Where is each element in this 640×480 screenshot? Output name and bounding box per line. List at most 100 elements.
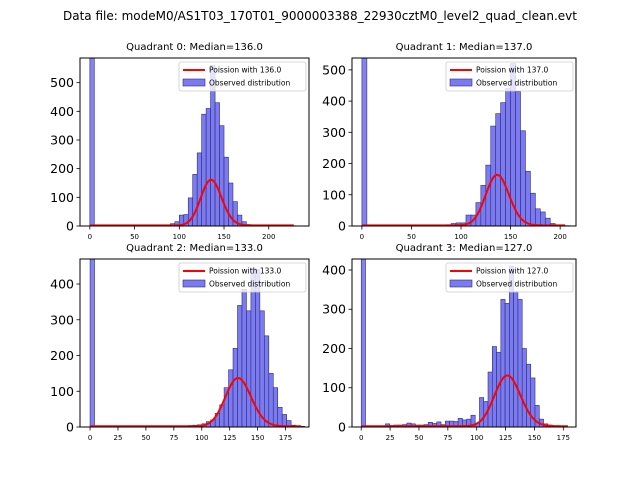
plot-area — [360, 259, 568, 427]
histogram-bar — [223, 156, 229, 226]
histogram-bar — [500, 102, 506, 226]
histogram-bar — [504, 303, 510, 427]
x-tick-label: 75 — [169, 434, 178, 442]
histogram-bar — [232, 348, 238, 427]
histogram-bar — [513, 291, 519, 427]
legend-label-poisson: Poission with 136.0 — [209, 66, 282, 75]
legend-bar-swatch — [449, 279, 473, 288]
histogram-bar — [525, 171, 531, 226]
histogram-bar — [277, 407, 283, 427]
histogram-bar — [241, 289, 247, 427]
histogram-bar-zero — [361, 58, 368, 226]
histogram-bar — [521, 348, 527, 427]
histogram-bar — [192, 174, 198, 226]
histogram-bar-zero — [360, 259, 366, 427]
axes-frame — [351, 258, 577, 428]
histogram-bar — [196, 152, 202, 226]
y-tick-label: 400 — [50, 104, 74, 119]
x-tick-label: 150 — [251, 434, 264, 442]
histogram-bar-zero — [89, 58, 95, 226]
histogram-bar — [495, 113, 501, 226]
histogram-bar — [526, 363, 532, 427]
histogram-bar — [268, 373, 274, 427]
histogram-bar — [219, 125, 225, 226]
axes-frame — [79, 57, 310, 227]
legend-label-observed: Observed distribution — [209, 79, 290, 88]
x-tick-label: 0 — [359, 434, 363, 442]
histogram-bar — [214, 102, 220, 226]
x-tick-label: 175 — [557, 434, 570, 442]
axes-frame — [79, 258, 310, 428]
histogram-bar — [540, 211, 546, 226]
x-tick-label: 75 — [443, 434, 452, 442]
y-tick-label: 300 — [322, 302, 346, 317]
y-tick-label: 100 — [50, 384, 74, 399]
y-tick-label: 0 — [66, 420, 74, 435]
x-tick-label: 125 — [499, 434, 512, 442]
legend-label-observed: Observed distribution — [476, 79, 557, 88]
x-tick-label: 150 — [504, 233, 517, 241]
y-tick-label: 400 — [322, 94, 346, 109]
histogram-bar-zero — [89, 259, 95, 427]
legend: Poission with 136.0 Observed distribution — [178, 61, 307, 92]
axes-frame — [351, 57, 577, 227]
x-tick-label: 125 — [223, 434, 236, 442]
histogram-bar — [246, 310, 252, 427]
poisson-curve — [89, 178, 294, 226]
histogram-bar — [237, 305, 243, 427]
legend-bar-swatch — [182, 279, 206, 288]
x-tick-label: 175 — [279, 434, 292, 442]
subplot-quadrant-1: Quadrant 1: Median=137.00100200300400500… — [322, 42, 577, 241]
histogram-bar — [517, 299, 523, 427]
x-tick-label: 100 — [454, 233, 467, 241]
y-tick-label: 0 — [338, 420, 346, 435]
legend-label-observed: Observed distribution — [209, 280, 290, 289]
subplot-title: Quadrant 0: Median=136.0 — [126, 42, 263, 53]
histogram-bar — [500, 299, 506, 427]
y-tick-label: 100 — [322, 187, 346, 202]
legend-label-observed: Observed distribution — [476, 280, 557, 289]
x-tick-label: 100 — [173, 233, 186, 241]
poisson-curve — [361, 374, 568, 427]
y-tick-label: 200 — [322, 341, 346, 356]
histogram-bar — [201, 113, 207, 226]
y-tick-label: 100 — [322, 380, 346, 395]
legend: Poission with 127.0 Observed distribution — [445, 262, 574, 293]
poisson-curve — [361, 173, 566, 226]
y-tick-label: 0 — [66, 219, 74, 234]
x-tick-label: 200 — [553, 233, 566, 241]
legend-label-poisson: Poission with 127.0 — [476, 267, 549, 276]
x-tick-label: 200 — [262, 233, 275, 241]
y-tick-label: 100 — [50, 190, 74, 205]
x-tick-label: 100 — [195, 434, 208, 442]
histogram-bar — [470, 414, 476, 427]
y-tick-label: 400 — [50, 277, 74, 292]
plot-area — [89, 259, 305, 427]
x-tick-label: 0 — [360, 233, 364, 241]
x-tick-label: 0 — [88, 434, 92, 442]
histogram-bar — [535, 208, 541, 226]
histogram-bar — [544, 217, 551, 226]
subplot-title: Quadrant 2: Median=133.0 — [126, 243, 263, 254]
y-tick-label: 300 — [50, 132, 74, 147]
y-tick-label: 300 — [50, 312, 74, 327]
x-tick-label: 25 — [386, 434, 395, 442]
legend-label-poisson: Poission with 137.0 — [476, 66, 549, 75]
y-tick-label: 500 — [322, 62, 346, 77]
subplot-quadrant-2: Quadrant 2: Median=133.0 0 100 200 300 400 0 25… — [50, 243, 310, 442]
histogram-bar — [228, 369, 234, 427]
histogram-bar — [534, 405, 540, 427]
y-tick-label: 500 — [50, 75, 74, 90]
x-tick-label: 100 — [470, 434, 483, 442]
y-tick-label: 200 — [50, 348, 74, 363]
x-tick-label: 150 — [528, 434, 541, 442]
legend: Poission with 133.0 Observed distribution — [178, 262, 307, 293]
histogram-bar — [530, 192, 536, 226]
histogram-bar — [487, 371, 493, 427]
subplot-quadrant-3: Quadrant 3: Median=127.0 0 100 200 300 400 0 25… — [322, 243, 577, 442]
histogram-bar — [485, 164, 492, 226]
y-tick-label: 200 — [322, 156, 346, 171]
figure-suptitle: Data file: modeM0/AS1T03_170T01_90000033… — [63, 9, 577, 23]
subplots: Quadrant 0: Median=136.0 0 100 200 300 400 500… — [50, 42, 577, 442]
